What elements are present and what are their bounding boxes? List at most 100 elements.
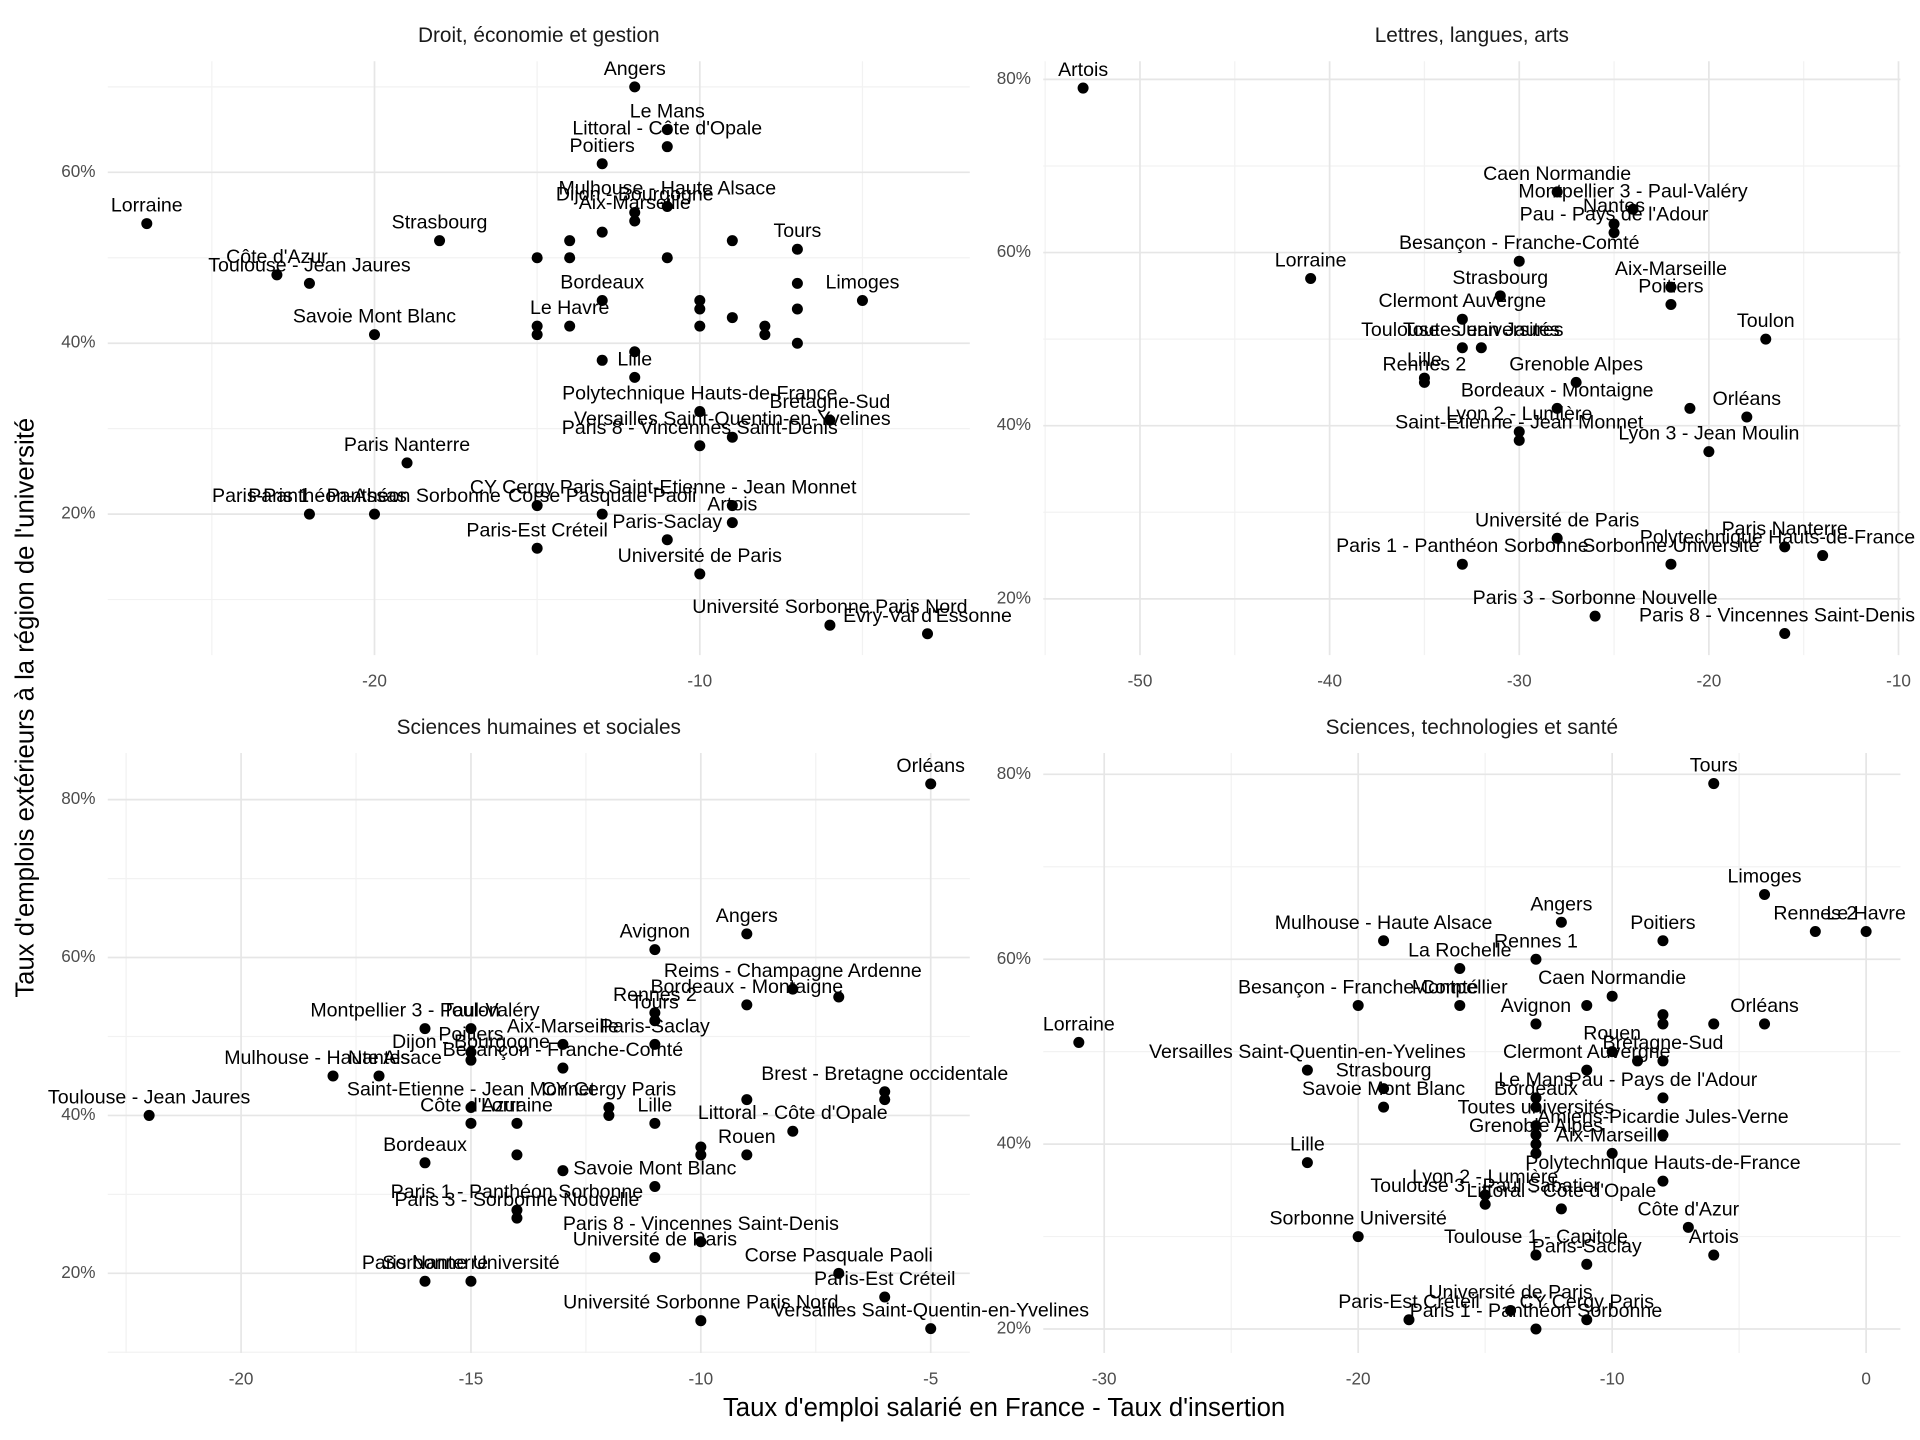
point	[629, 206, 641, 218]
point-label: CY Cergy Paris	[542, 1079, 677, 1101]
point	[1456, 342, 1468, 354]
y-tick-label: 60%	[61, 946, 95, 966]
point	[824, 414, 836, 426]
point	[1551, 532, 1563, 544]
point	[271, 269, 283, 281]
point-label: Angers	[604, 58, 666, 80]
point-label: Côte d'Azur	[1638, 1198, 1740, 1220]
point-label: Université de Paris	[1475, 509, 1640, 531]
point-label: Bordeaux	[560, 272, 644, 294]
point-label: Saint-Etienne - Jean Monnet	[347, 1079, 596, 1101]
point	[629, 215, 641, 227]
point-label: Caen Normandie	[1483, 163, 1631, 185]
point-label: Le Havre	[530, 297, 610, 319]
point	[694, 568, 706, 580]
point	[596, 226, 608, 238]
point-label: Toulouse 1 - Capitole	[1444, 1226, 1628, 1248]
point-label: Clermont Auvergne	[1503, 1041, 1671, 1063]
point	[1530, 1249, 1542, 1261]
point	[1456, 313, 1468, 325]
point-label: Paris-Est Créteil	[466, 519, 607, 541]
point-label: Bretagne-Sud	[1603, 1032, 1724, 1054]
point-label: Côte d'Azur	[226, 246, 328, 268]
point	[921, 628, 934, 640]
point-label: Savoie Mont Blanc	[573, 1158, 736, 1180]
point-label: Strasbourg	[1452, 267, 1548, 289]
point-label: Toutes universités	[1403, 319, 1560, 341]
point-label: Université de Paris	[573, 1229, 738, 1251]
point	[401, 457, 413, 469]
point-label: Aix-Marseille	[507, 1015, 619, 1037]
point	[1513, 255, 1525, 267]
point-label: Paris 3 - Sorbonne Nouvelle	[394, 1189, 639, 1211]
point	[879, 1291, 891, 1303]
point	[1708, 1249, 1720, 1261]
point-label: Dijon - Bourgogne	[392, 1031, 550, 1053]
point	[1454, 962, 1466, 974]
y-tick-label: 60%	[997, 241, 1031, 261]
point	[1479, 1198, 1491, 1210]
point	[603, 1102, 615, 1114]
point-label: Aix-Marseille	[1615, 258, 1727, 280]
point	[649, 1015, 661, 1027]
point	[695, 1236, 707, 1248]
point	[1759, 1018, 1771, 1030]
point-label: Bordeaux	[383, 1134, 467, 1156]
point-label: Orléans	[1713, 388, 1782, 410]
point	[1570, 376, 1582, 388]
point-label: Littoral - Côte d'Opale	[572, 118, 762, 140]
point	[1657, 1175, 1669, 1187]
y-tick-label: 40%	[61, 332, 95, 352]
point-label: Corse Pasquale Paoli	[508, 485, 696, 507]
point	[695, 1315, 707, 1327]
point-label: Brest - Bretagne occidentale	[761, 1063, 1008, 1085]
point-label: Montpellier 3 - Paul-Valéry	[310, 1000, 539, 1022]
point-label: Savoie Mont Blanc	[1302, 1078, 1465, 1100]
point	[694, 320, 706, 332]
x-tick-label: -10	[1886, 671, 1911, 691]
point-label: Lorraine	[1275, 250, 1347, 272]
point-label: Le Mans	[1498, 1069, 1573, 1091]
point-label: Lyon 3 - Jean Moulin	[1618, 423, 1799, 445]
point	[1779, 627, 1791, 639]
point-label: Polytechnique Hauts-de-France	[1640, 527, 1915, 549]
point	[1513, 426, 1525, 438]
point	[603, 1109, 615, 1121]
point	[694, 440, 706, 452]
point	[1665, 558, 1677, 570]
panel-title: Sciences humaines et sociales	[397, 716, 681, 739]
point	[1809, 925, 1821, 937]
point-label: Bordeaux	[1494, 1078, 1578, 1100]
point	[1703, 446, 1715, 458]
point	[1657, 1018, 1669, 1030]
point-label: Strasbourg	[1336, 1060, 1432, 1082]
point-label: Amiens-Picardie Jules-Verne	[1537, 1106, 1788, 1128]
point	[1454, 999, 1466, 1011]
point	[661, 200, 673, 212]
point	[465, 1102, 477, 1114]
point	[661, 252, 673, 264]
point-label: Artois	[1689, 1226, 1739, 1248]
point-label: Université Sorbonne Paris Nord	[563, 1292, 838, 1314]
point	[629, 371, 641, 383]
point-label: Versailles Saint-Quentin-en-Yvelines	[772, 1300, 1089, 1322]
point	[649, 1007, 661, 1019]
point	[695, 1149, 707, 1161]
point	[419, 1023, 431, 1035]
x-tick-label: -50	[1128, 671, 1153, 691]
point-label: Aix-Marseille	[579, 192, 691, 214]
point	[1657, 935, 1669, 947]
point	[465, 1023, 477, 1035]
point	[1305, 273, 1317, 285]
y-tick-label: 20%	[997, 587, 1031, 607]
point	[596, 158, 608, 170]
point	[726, 500, 738, 512]
point-label: Toulon	[1737, 310, 1795, 332]
point-label: Mulhouse - Haute Alsace	[224, 1047, 442, 1069]
point-label: Avignon	[620, 921, 690, 943]
point	[1551, 402, 1563, 414]
point	[1418, 376, 1430, 388]
point	[791, 303, 803, 315]
point-label: Poitiers	[438, 1023, 503, 1045]
point-label: Lorraine	[111, 195, 183, 217]
